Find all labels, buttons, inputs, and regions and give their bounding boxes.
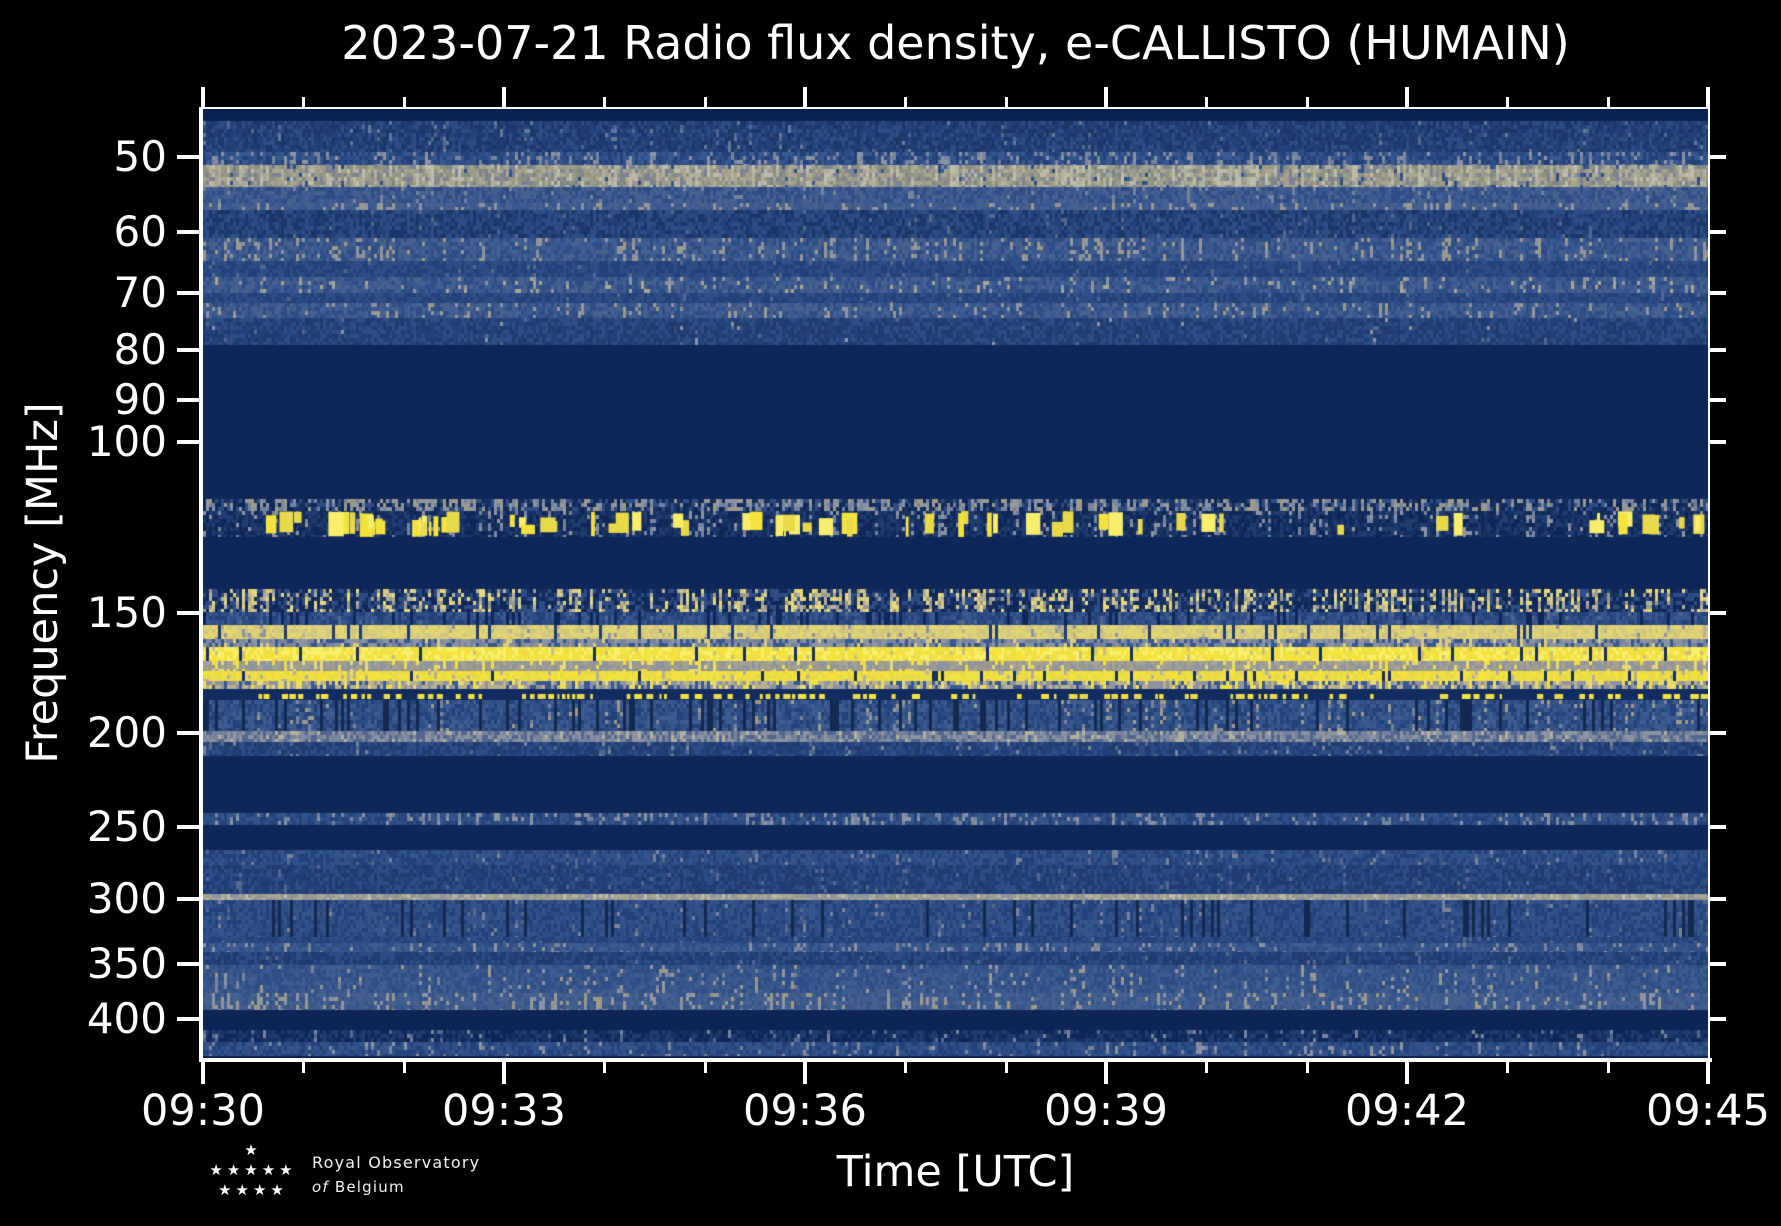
y-tick-label-100: 100 — [86, 417, 167, 466]
y-tick-right-400 — [1710, 1017, 1726, 1021]
y-tick-left-90 — [177, 398, 199, 402]
y-tick-left-200 — [177, 731, 199, 735]
x-tick-top-09:45 — [1706, 87, 1710, 107]
y-tick-label-150: 150 — [86, 588, 167, 637]
x-tick-top-09:42 — [1405, 87, 1409, 107]
y-tick-right-80 — [1710, 348, 1726, 352]
spectrogram-plot-area — [203, 109, 1708, 1058]
y-tick-right-50 — [1710, 155, 1726, 159]
y-tick-right-200 — [1710, 731, 1726, 735]
x-minor-tick-bottom — [403, 1062, 406, 1073]
x-minor-tick-bottom — [1205, 1062, 1208, 1073]
x-minor-tick-top — [603, 97, 606, 107]
y-tick-left-300 — [177, 897, 199, 901]
y-tick-label-400: 400 — [86, 994, 167, 1043]
x-tick-bottom-09:39 — [1104, 1062, 1108, 1084]
x-tick-top-09:33 — [502, 87, 506, 107]
x-minor-tick-bottom — [1306, 1062, 1309, 1073]
rob-logo-stars: ★ ★★★★★ ★★★★ — [192, 1140, 314, 1200]
y-tick-left-400 — [177, 1017, 199, 1021]
x-minor-tick-bottom — [1607, 1062, 1610, 1073]
y-axis-spine-left — [199, 107, 203, 1062]
x-tick-top-09:30 — [201, 87, 205, 107]
y-tick-left-250 — [177, 825, 199, 829]
y-tick-right-150 — [1710, 611, 1726, 615]
y-tick-label-350: 350 — [86, 939, 167, 988]
y-tick-label-80: 80 — [113, 325, 167, 374]
x-tick-label-09:36: 09:36 — [743, 1086, 867, 1136]
y-tick-right-60 — [1710, 230, 1726, 234]
y-tick-right-100 — [1710, 440, 1726, 444]
x-minor-tick-top — [302, 97, 305, 107]
y-tick-label-90: 90 — [113, 375, 167, 424]
y-axis-title: Frequency [MHz] — [18, 402, 68, 764]
x-minor-tick-top — [1005, 97, 1008, 107]
y-tick-left-100 — [177, 440, 199, 444]
rob-logo-line2: of Belgium — [312, 1175, 480, 1200]
x-minor-tick-bottom — [1005, 1062, 1008, 1073]
x-tick-top-09:39 — [1104, 87, 1108, 107]
x-tick-bottom-09:36 — [803, 1062, 807, 1084]
y-tick-left-60 — [177, 230, 199, 234]
x-tick-bottom-09:45 — [1706, 1062, 1710, 1084]
star-row-2: ★★★★★ — [209, 1161, 297, 1179]
y-tick-left-50 — [177, 155, 199, 159]
y-tick-right-350 — [1710, 962, 1726, 966]
y-tick-label-200: 200 — [86, 708, 167, 757]
y-tick-label-300: 300 — [86, 874, 167, 923]
y-tick-label-70: 70 — [113, 268, 167, 317]
y-tick-left-350 — [177, 962, 199, 966]
x-tick-label-09:39: 09:39 — [1044, 1086, 1168, 1136]
x-minor-tick-bottom — [1506, 1062, 1509, 1073]
x-tick-top-09:36 — [803, 87, 807, 107]
y-tick-left-150 — [177, 611, 199, 615]
x-minor-tick-top — [704, 97, 707, 107]
x-minor-tick-top — [1306, 97, 1309, 107]
rob-logo-line1: Royal Observatory — [312, 1153, 481, 1172]
y-tick-right-70 — [1710, 291, 1726, 295]
y-tick-right-250 — [1710, 825, 1726, 829]
y-tick-right-90 — [1710, 398, 1726, 402]
y-tick-label-60: 60 — [113, 207, 167, 256]
x-minor-tick-top — [403, 97, 406, 107]
x-tick-label-09:45: 09:45 — [1646, 1086, 1770, 1136]
y-tick-label-50: 50 — [113, 132, 167, 181]
x-minor-tick-bottom — [603, 1062, 606, 1073]
x-tick-bottom-09:42 — [1405, 1062, 1409, 1084]
rob-logo-text: Royal Observatory of Belgium — [312, 1150, 480, 1200]
spectrogram-canvas — [203, 109, 1708, 1058]
chart-title: 2023-07-21 Radio flux density, e-CALLIST… — [341, 16, 1570, 70]
star-row-1: ★ — [244, 1141, 262, 1159]
star-row-3: ★★★★ — [218, 1181, 288, 1199]
x-minor-tick-top — [904, 97, 907, 107]
x-axis-spine-bottom — [199, 1058, 1712, 1062]
x-tick-bottom-09:30 — [201, 1062, 205, 1084]
x-minor-tick-bottom — [704, 1062, 707, 1073]
x-axis-title: Time [UTC] — [836, 1147, 1075, 1197]
x-minor-tick-bottom — [302, 1062, 305, 1073]
x-tick-label-09:30: 09:30 — [141, 1086, 265, 1136]
y-tick-left-80 — [177, 348, 199, 352]
rob-logo-belgium: Belgium — [334, 1178, 405, 1196]
x-minor-tick-bottom — [904, 1062, 907, 1073]
y-tick-left-70 — [177, 291, 199, 295]
x-minor-tick-top — [1205, 97, 1208, 107]
x-minor-tick-top — [1607, 97, 1610, 107]
y-tick-label-250: 250 — [86, 802, 167, 851]
x-minor-tick-top — [1506, 97, 1509, 107]
x-tick-bottom-09:33 — [502, 1062, 506, 1084]
rob-logo-of: of — [312, 1178, 329, 1196]
x-axis-spine-top — [203, 107, 1710, 109]
x-tick-label-09:33: 09:33 — [442, 1086, 566, 1136]
x-tick-label-09:42: 09:42 — [1345, 1086, 1469, 1136]
y-tick-right-300 — [1710, 897, 1726, 901]
y-axis-spine-right — [1708, 109, 1710, 1058]
